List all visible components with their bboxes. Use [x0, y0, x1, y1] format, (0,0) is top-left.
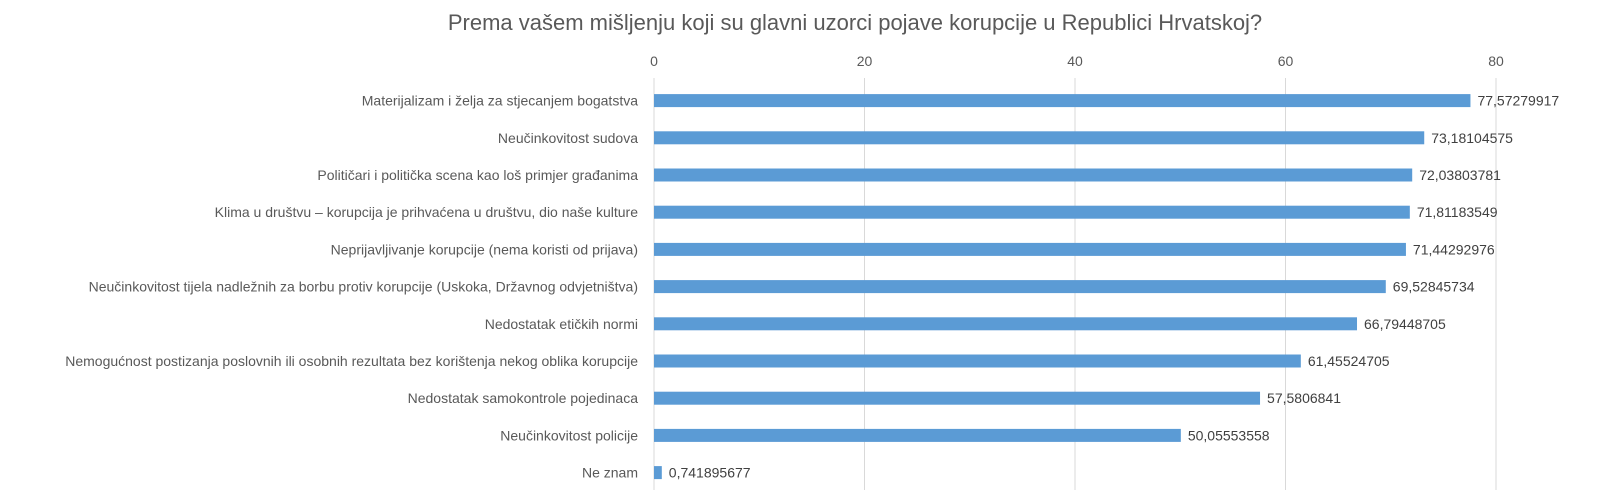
category-label: Neučinkovitost sudova [498, 130, 638, 146]
data-label: 50,05553558 [1188, 427, 1270, 443]
data-label: 69,52845734 [1393, 279, 1475, 295]
category-label: Materijalizam i želja za stjecanjem boga… [362, 93, 638, 109]
value-labels: 77,57279917 73,18104575 72,03803781 71,8118… [669, 93, 1560, 481]
bar [654, 205, 1410, 219]
category-label: Nemogućnost postizanja poslovnih ili oso… [65, 353, 638, 369]
bar [654, 131, 1425, 145]
category-labels: Materijalizam i želja za stjecanjem boga… [65, 93, 638, 481]
bar [654, 466, 662, 480]
x-tick-label: 80 [1488, 53, 1504, 69]
x-tick-label: 60 [1278, 53, 1294, 69]
data-label: 61,45524705 [1308, 353, 1390, 369]
category-label: Ne znam [582, 465, 638, 481]
category-label: Neprijavljivanje korupcije (nema koristi… [331, 241, 638, 257]
category-label: Neučinkovitost tijela nadležnih za borbu… [89, 279, 638, 295]
x-tick-label: 0 [650, 53, 658, 69]
data-label: 73,18104575 [1431, 130, 1513, 146]
category-label: Neučinkovitost policije [500, 427, 638, 443]
bar [654, 280, 1386, 294]
bar [654, 354, 1301, 368]
data-label: 71,81183549 [1417, 204, 1498, 220]
bar [654, 317, 1358, 331]
data-label: 72,03803781 [1419, 167, 1501, 183]
data-label: 57,5806841 [1267, 390, 1341, 406]
chart-title: Prema vašem mišljenju koji su glavni uzo… [447, 10, 1263, 35]
x-axis-ticks: 0 20 40 60 80 [650, 53, 1504, 69]
data-label: 66,79448705 [1364, 316, 1446, 332]
bar [654, 428, 1181, 442]
data-label: 0,741895677 [669, 465, 751, 481]
data-label: 71,44292976 [1413, 241, 1495, 257]
bar [654, 168, 1413, 182]
category-label: Klima u društvu – korupcija je prihvaćen… [215, 204, 639, 220]
bar [654, 242, 1406, 256]
bar [654, 94, 1471, 108]
bars [654, 94, 1471, 480]
bar [654, 391, 1261, 405]
category-label: Nedostatak samokontrole pojedinaca [408, 390, 639, 406]
category-label: Političari i politička scena kao loš pri… [317, 167, 638, 183]
category-label: Nedostatak etičkih normi [485, 316, 638, 332]
x-tick-label: 20 [857, 53, 873, 69]
x-tick-label: 40 [1067, 53, 1083, 69]
data-label: 77,57279917 [1477, 93, 1559, 109]
